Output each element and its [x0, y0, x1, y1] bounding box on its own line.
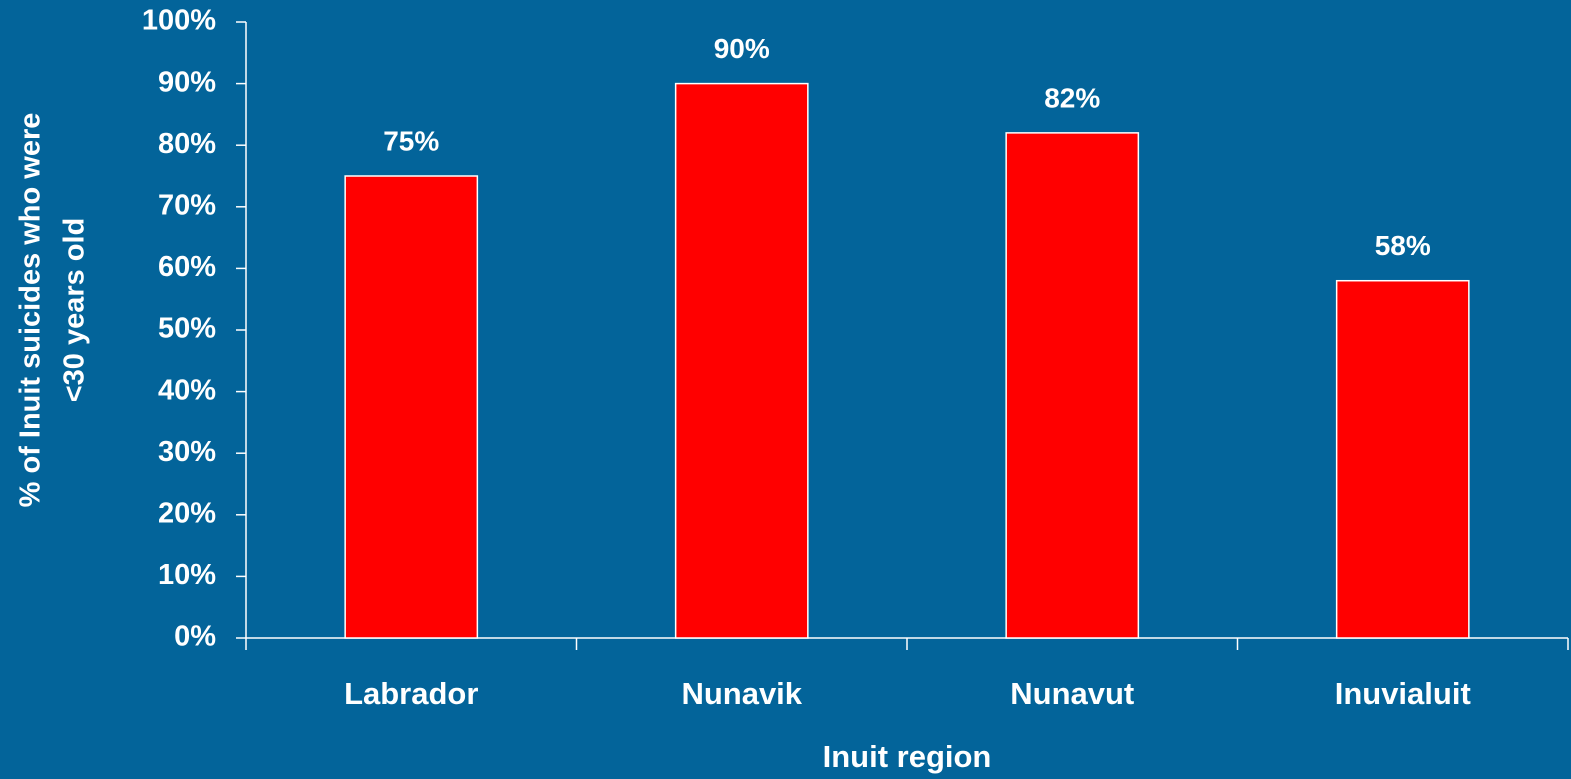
y-tick-label: 40% [158, 374, 216, 406]
bar [344, 175, 479, 639]
x-axis-title: Inuit region [823, 739, 992, 774]
y-tick-label: 60% [158, 251, 216, 283]
y-axis-title-line: <30 years old [59, 218, 91, 403]
y-tick-label: 80% [158, 128, 216, 160]
y-tick-label: 90% [158, 66, 216, 98]
x-tick-label: Inuvialuit [1335, 676, 1471, 711]
bar [1005, 132, 1140, 639]
data-label: 82% [1044, 82, 1100, 113]
bar [1335, 279, 1470, 639]
y-tick-label: 100% [142, 5, 216, 37]
y-tick-label: 30% [158, 436, 216, 468]
y-tick-label: 0% [174, 621, 216, 653]
x-tick-label: Nunavut [1010, 676, 1134, 711]
y-axis-title: % of Inuit suicides who were <30 years o… [15, 113, 91, 508]
y-tick-label: 50% [158, 313, 216, 345]
x-tick-label: Labrador [344, 676, 478, 711]
bar [674, 82, 809, 639]
y-axis-title-line: % of Inuit suicides who were [15, 113, 47, 508]
data-label: 75% [383, 125, 439, 156]
data-label: 90% [714, 33, 770, 64]
y-tick-label: 20% [158, 497, 216, 529]
y-tick-label: 70% [158, 189, 216, 221]
y-tick-label: 10% [158, 559, 216, 591]
x-tick-label: Nunavik [681, 676, 802, 711]
data-label: 58% [1375, 230, 1431, 261]
